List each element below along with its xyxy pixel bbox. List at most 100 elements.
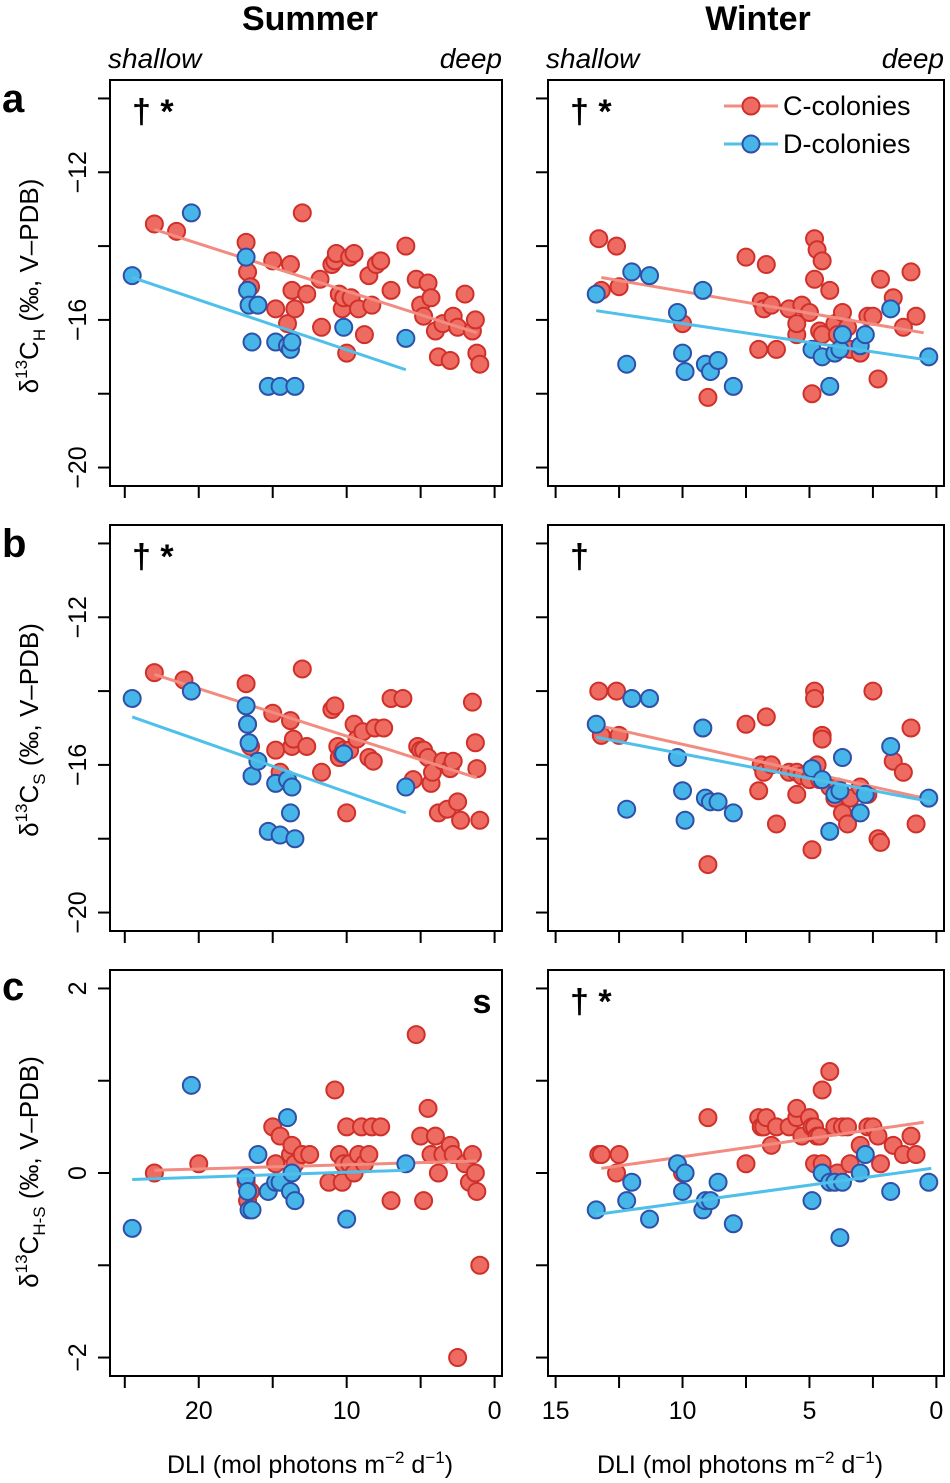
d-data-point <box>850 803 870 823</box>
c-data-point <box>736 1154 756 1174</box>
d-data-point <box>673 343 693 363</box>
c-data-point <box>863 681 883 701</box>
d-data-point <box>640 266 660 286</box>
d-data-point <box>285 376 305 396</box>
d-data-point <box>802 1191 822 1211</box>
c-data-point <box>354 325 374 345</box>
c-data-point <box>589 229 609 249</box>
c-data-point <box>236 674 256 694</box>
c-data-point <box>428 1163 448 1183</box>
column-title-winter: Winter <box>705 0 810 38</box>
y-tick-label: −20 <box>64 891 92 933</box>
c-colonies-series <box>589 681 926 875</box>
c-data-point <box>359 1145 379 1165</box>
c-data-point <box>736 247 756 267</box>
d-data-point <box>285 1191 305 1211</box>
c-data-point <box>607 681 627 701</box>
c-data-point <box>787 314 807 334</box>
y-label-c-sup: 13 <box>12 1254 31 1273</box>
x-label-winter-sup1: −2 <box>815 1448 834 1467</box>
d-data-point <box>693 280 713 300</box>
significance-label: † * <box>132 538 174 576</box>
x-tick-label: 15 <box>542 1397 570 1425</box>
significance-label: s <box>473 983 492 1021</box>
y-label-a-main: C <box>14 341 44 360</box>
legend-c-label: C-colonies <box>783 91 911 121</box>
c-data-point <box>414 1191 434 1211</box>
c-data-point <box>756 255 776 275</box>
c-data-point <box>374 718 394 738</box>
legend-d-label: D-colonies <box>783 129 911 159</box>
d-data-point <box>673 781 693 801</box>
c-data-point <box>406 1025 426 1045</box>
c-trend-line <box>601 275 924 335</box>
d-trend-line <box>595 735 932 804</box>
d-data-point <box>280 803 300 823</box>
c-data-point <box>607 236 627 256</box>
d-data-point <box>919 788 939 808</box>
d-trend-line <box>596 309 932 362</box>
d-data-point <box>238 1181 258 1201</box>
x-axis-label-winter: DLI (mol photons m−2 d−1) <box>597 1448 883 1479</box>
d-data-point <box>586 284 606 304</box>
d-data-point <box>673 1181 693 1201</box>
c-trend-line <box>601 1120 924 1170</box>
panel-letter-b: b <box>2 522 26 566</box>
x-tick-label: 10 <box>333 1397 361 1425</box>
plot-frame <box>109 524 503 932</box>
d-data-point <box>282 777 302 797</box>
d-data-point <box>285 829 305 849</box>
y-tick-label: −2 <box>64 1343 92 1372</box>
y-label-c-prefix: δ <box>14 1273 44 1287</box>
c-data-point <box>470 354 490 374</box>
d-colonies-series <box>586 688 939 841</box>
svg-text:δ13CS (‰, V–PDB): δ13CS (‰, V–PDB) <box>12 623 49 837</box>
c-data-point <box>425 1126 445 1146</box>
d-data-point <box>238 714 258 734</box>
c-data-point <box>802 840 822 860</box>
c-data-point <box>467 1181 487 1201</box>
svg-text:δ13CH-S (‰, V–PDB): δ13CH-S (‰, V–PDB) <box>12 1056 49 1288</box>
panel-c-summer: −2 0 2 20 10 0 s <box>64 969 503 1425</box>
d-data-point <box>855 1145 875 1165</box>
d-data-point <box>667 303 687 323</box>
y-tick-label: 2 <box>64 982 92 996</box>
d-trend-line <box>131 276 407 372</box>
y-label-b-suffix: (‰, V–PDB) <box>14 623 44 773</box>
d-data-point <box>278 1108 298 1128</box>
x-tick-label: 0 <box>929 1397 943 1425</box>
c-data-point <box>418 1098 438 1118</box>
x-tick-label: 0 <box>488 1397 502 1425</box>
panel-a-summer: −20 −16 −12 † * <box>64 79 503 498</box>
d-data-point <box>708 792 728 812</box>
c-data-point <box>451 810 471 830</box>
d-data-point <box>675 1163 695 1183</box>
depth-label-deep-winter: deep <box>882 43 944 74</box>
c-data-point <box>893 762 913 782</box>
d-data-point <box>248 295 268 315</box>
d-data-point <box>239 733 259 753</box>
c-data-point <box>901 1126 921 1146</box>
c-data-point <box>393 688 413 708</box>
d-data-point <box>181 681 201 701</box>
d-data-point <box>881 736 901 756</box>
legend-d-marker <box>741 134 761 154</box>
c-data-point <box>448 1348 468 1368</box>
c-data-point <box>465 1163 485 1183</box>
d-colonies-series <box>122 1075 416 1238</box>
d-data-point <box>248 1145 268 1165</box>
c-data-point <box>871 832 891 852</box>
y-label-b-prefix: δ <box>14 822 44 836</box>
d-data-point <box>855 325 875 345</box>
y-axis-label-c: δ13CH-S (‰, V–PDB) <box>12 1056 49 1288</box>
d-data-point <box>122 688 142 708</box>
significance-label: † * <box>132 93 174 131</box>
y-tick-label: −12 <box>64 596 92 638</box>
c-data-point <box>292 659 312 679</box>
d-data-point <box>919 1172 939 1192</box>
c-data-point <box>871 269 891 289</box>
c-trend-line <box>153 228 478 335</box>
y-label-a-sup: 13 <box>12 360 31 379</box>
y-label-b-sub: S <box>30 773 49 784</box>
c-data-point <box>325 696 345 716</box>
